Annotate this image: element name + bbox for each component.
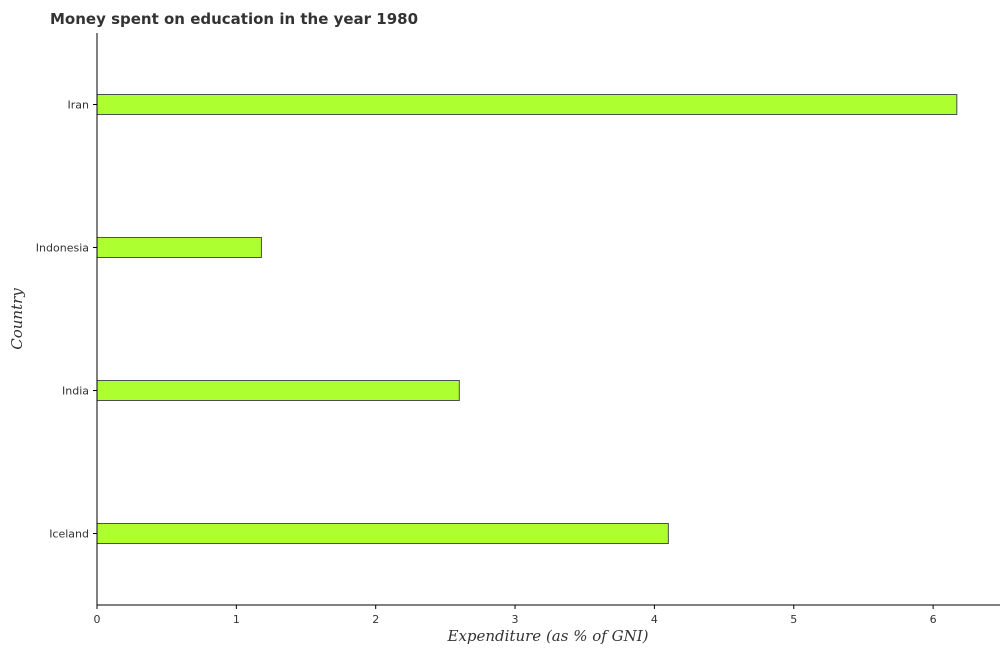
- bar-india: [96, 379, 460, 402]
- x-ticks-group: 0 1 2 3 4 5 6: [94, 605, 937, 626]
- x-tick-label: 1: [233, 613, 240, 626]
- x-tick-label: 3: [512, 613, 519, 626]
- x-tick-label: 0: [94, 613, 101, 626]
- y-tick-label: Indonesia: [36, 242, 89, 255]
- x-tick-label: 6: [930, 613, 937, 626]
- x-tick-label: 4: [651, 613, 658, 626]
- y-tick-label: India: [62, 385, 89, 398]
- bar-iran: [96, 93, 958, 116]
- x-tick-label: 5: [790, 613, 797, 626]
- y-axis-label: Country: [8, 288, 26, 350]
- x-tick-label: 2: [372, 613, 379, 626]
- chart-title: Money spent on education in the year 198…: [50, 10, 418, 28]
- bar-indonesia: [96, 236, 262, 259]
- bars-group: [96, 93, 958, 545]
- y-tick-label: Iran: [68, 99, 90, 112]
- bar-iceland: [96, 522, 669, 545]
- x-axis-label: Expenditure (as % of GNI): [447, 627, 649, 645]
- y-ticks-group: Iceland India Indonesia Iran: [36, 99, 97, 541]
- y-tick-label: Iceland: [49, 528, 89, 541]
